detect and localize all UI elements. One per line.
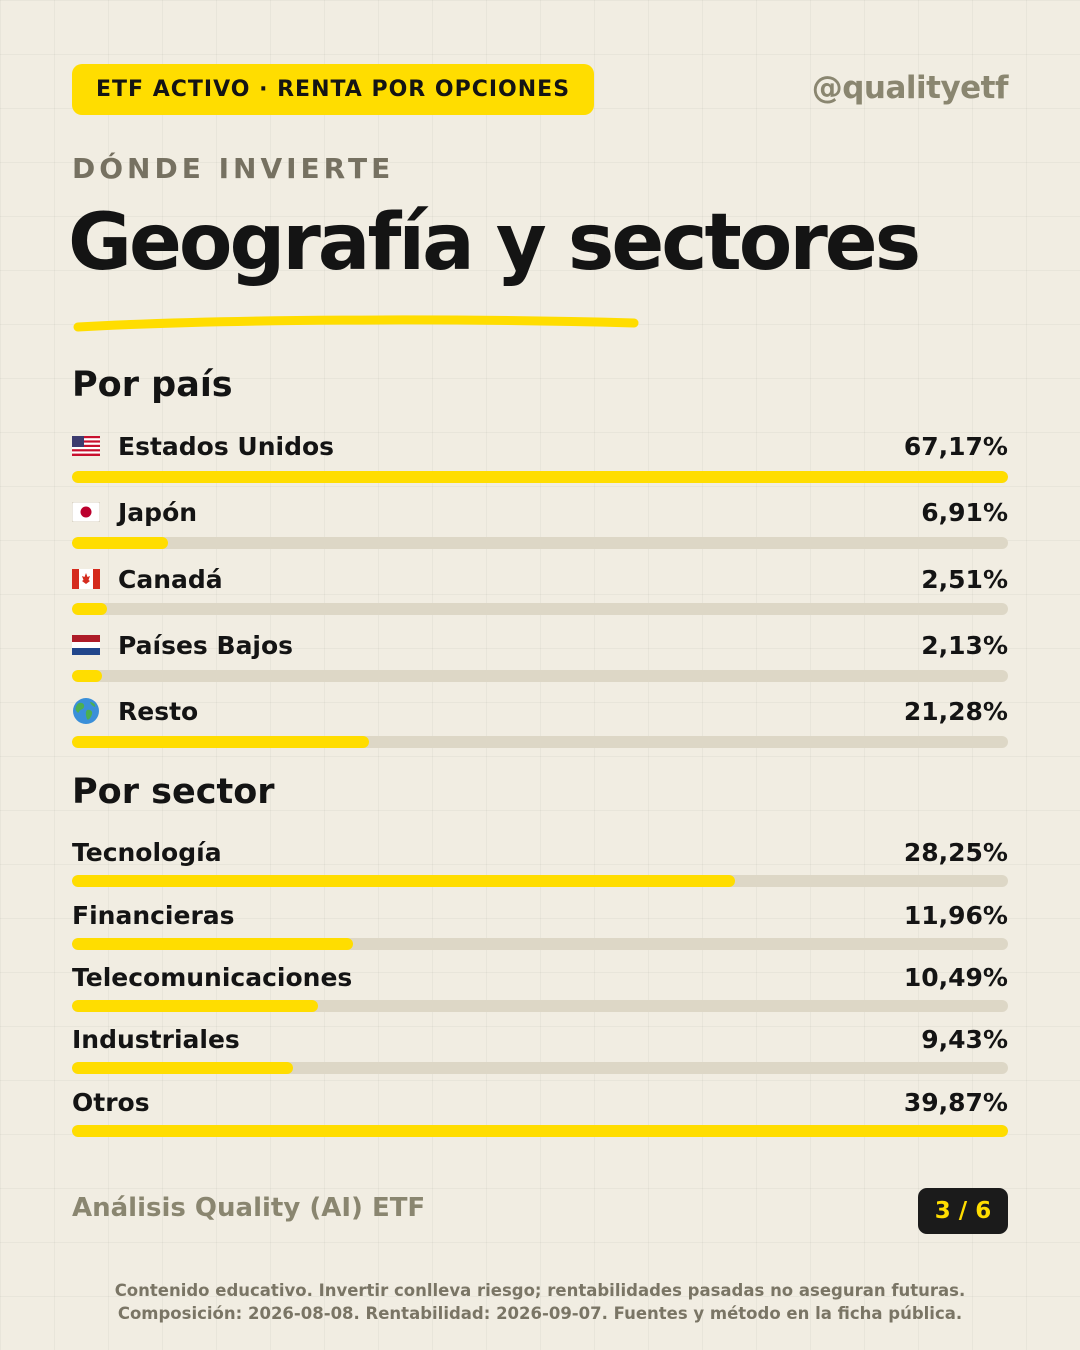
country-label: Resto — [118, 696, 199, 726]
country-bar — [72, 471, 1008, 483]
sector-value: 39,87% — [903, 1087, 1008, 1117]
page-indicator: 3 / 6 — [918, 1188, 1008, 1234]
footer-brand: Análisis Quality (AI) ETF — [72, 1193, 426, 1223]
bar-track — [72, 1125, 1008, 1137]
country-row: Países Bajos 2,13% — [72, 630, 1008, 660]
us-flag-icon — [72, 436, 100, 456]
country-bar — [72, 736, 369, 748]
sector-row: Otros 39,87% — [72, 1087, 1008, 1117]
country-value: 2,51% — [921, 564, 1008, 594]
globe-icon — [72, 698, 100, 724]
sector-row: Financieras 11,96% — [72, 900, 1008, 930]
country-row: Resto 21,28% — [72, 696, 1008, 726]
sector-value: 11,96% — [903, 900, 1008, 930]
sector-section-title: Por sector — [72, 772, 275, 812]
section-kicker: DÓNDE INVIERTE — [72, 152, 395, 185]
sector-bar — [72, 938, 353, 950]
country-section-title: Por país — [72, 365, 233, 405]
sector-row: Industriales 9,43% — [72, 1024, 1008, 1054]
page-title: Geografía y sectores — [68, 198, 921, 288]
bar-track — [72, 1062, 1008, 1074]
country-value: 67,17% — [903, 431, 1008, 461]
sector-value: 10,49% — [903, 962, 1008, 992]
country-value: 21,28% — [903, 696, 1008, 726]
bar-track — [72, 670, 1008, 682]
japan-flag-icon — [72, 502, 100, 522]
disclaimer-line: Composición: 2026-08-08. Rentabilidad: 2… — [117, 1304, 963, 1323]
sector-label: Tecnología — [72, 837, 222, 867]
account-handle: @qualityetf — [811, 70, 1009, 106]
bar-track — [72, 537, 1008, 549]
country-row: Estados Unidos 67,17% — [72, 431, 1008, 461]
netherlands-flag-icon — [72, 635, 100, 655]
sector-label: Financieras — [72, 900, 235, 930]
sector-label: Otros — [72, 1087, 150, 1117]
country-bar — [72, 670, 102, 682]
country-value: 6,91% — [921, 497, 1008, 527]
sector-value: 9,43% — [921, 1024, 1008, 1054]
sector-label: Telecomunicaciones — [72, 962, 353, 992]
sector-label: Industriales — [72, 1024, 240, 1054]
disclaimer-line: Contenido educativo. Invertir conlleva r… — [114, 1281, 966, 1300]
sector-bar — [72, 1062, 294, 1074]
country-bar — [72, 603, 107, 615]
country-label: Estados Unidos — [118, 431, 335, 461]
country-bar — [72, 537, 169, 549]
sector-value: 28,25% — [903, 837, 1008, 867]
sector-row: Telecomunicaciones 10,49% — [72, 962, 1008, 992]
country-label: Canadá — [118, 564, 223, 594]
sector-bar — [72, 1125, 1008, 1137]
country-row: Japón 6,91% — [72, 497, 1008, 527]
sector-row: Tecnología 28,25% — [72, 837, 1008, 867]
country-value: 2,13% — [921, 630, 1008, 660]
bar-track — [72, 471, 1008, 483]
bar-track — [72, 1000, 1008, 1012]
bar-track — [72, 938, 1008, 950]
bar-track — [72, 736, 1008, 748]
category-badge: ETF ACTIVO · RENTA POR OPCIONES — [72, 64, 595, 115]
sector-bar — [72, 1000, 319, 1012]
country-row: Canadá 2,51% — [72, 564, 1008, 594]
title-underline — [73, 315, 639, 332]
canada-flag-icon — [72, 569, 100, 589]
country-label: Japón — [118, 497, 198, 527]
bar-track — [72, 875, 1008, 887]
sector-bar — [72, 875, 736, 887]
bar-track — [72, 603, 1008, 615]
country-label: Países Bajos — [118, 630, 294, 660]
